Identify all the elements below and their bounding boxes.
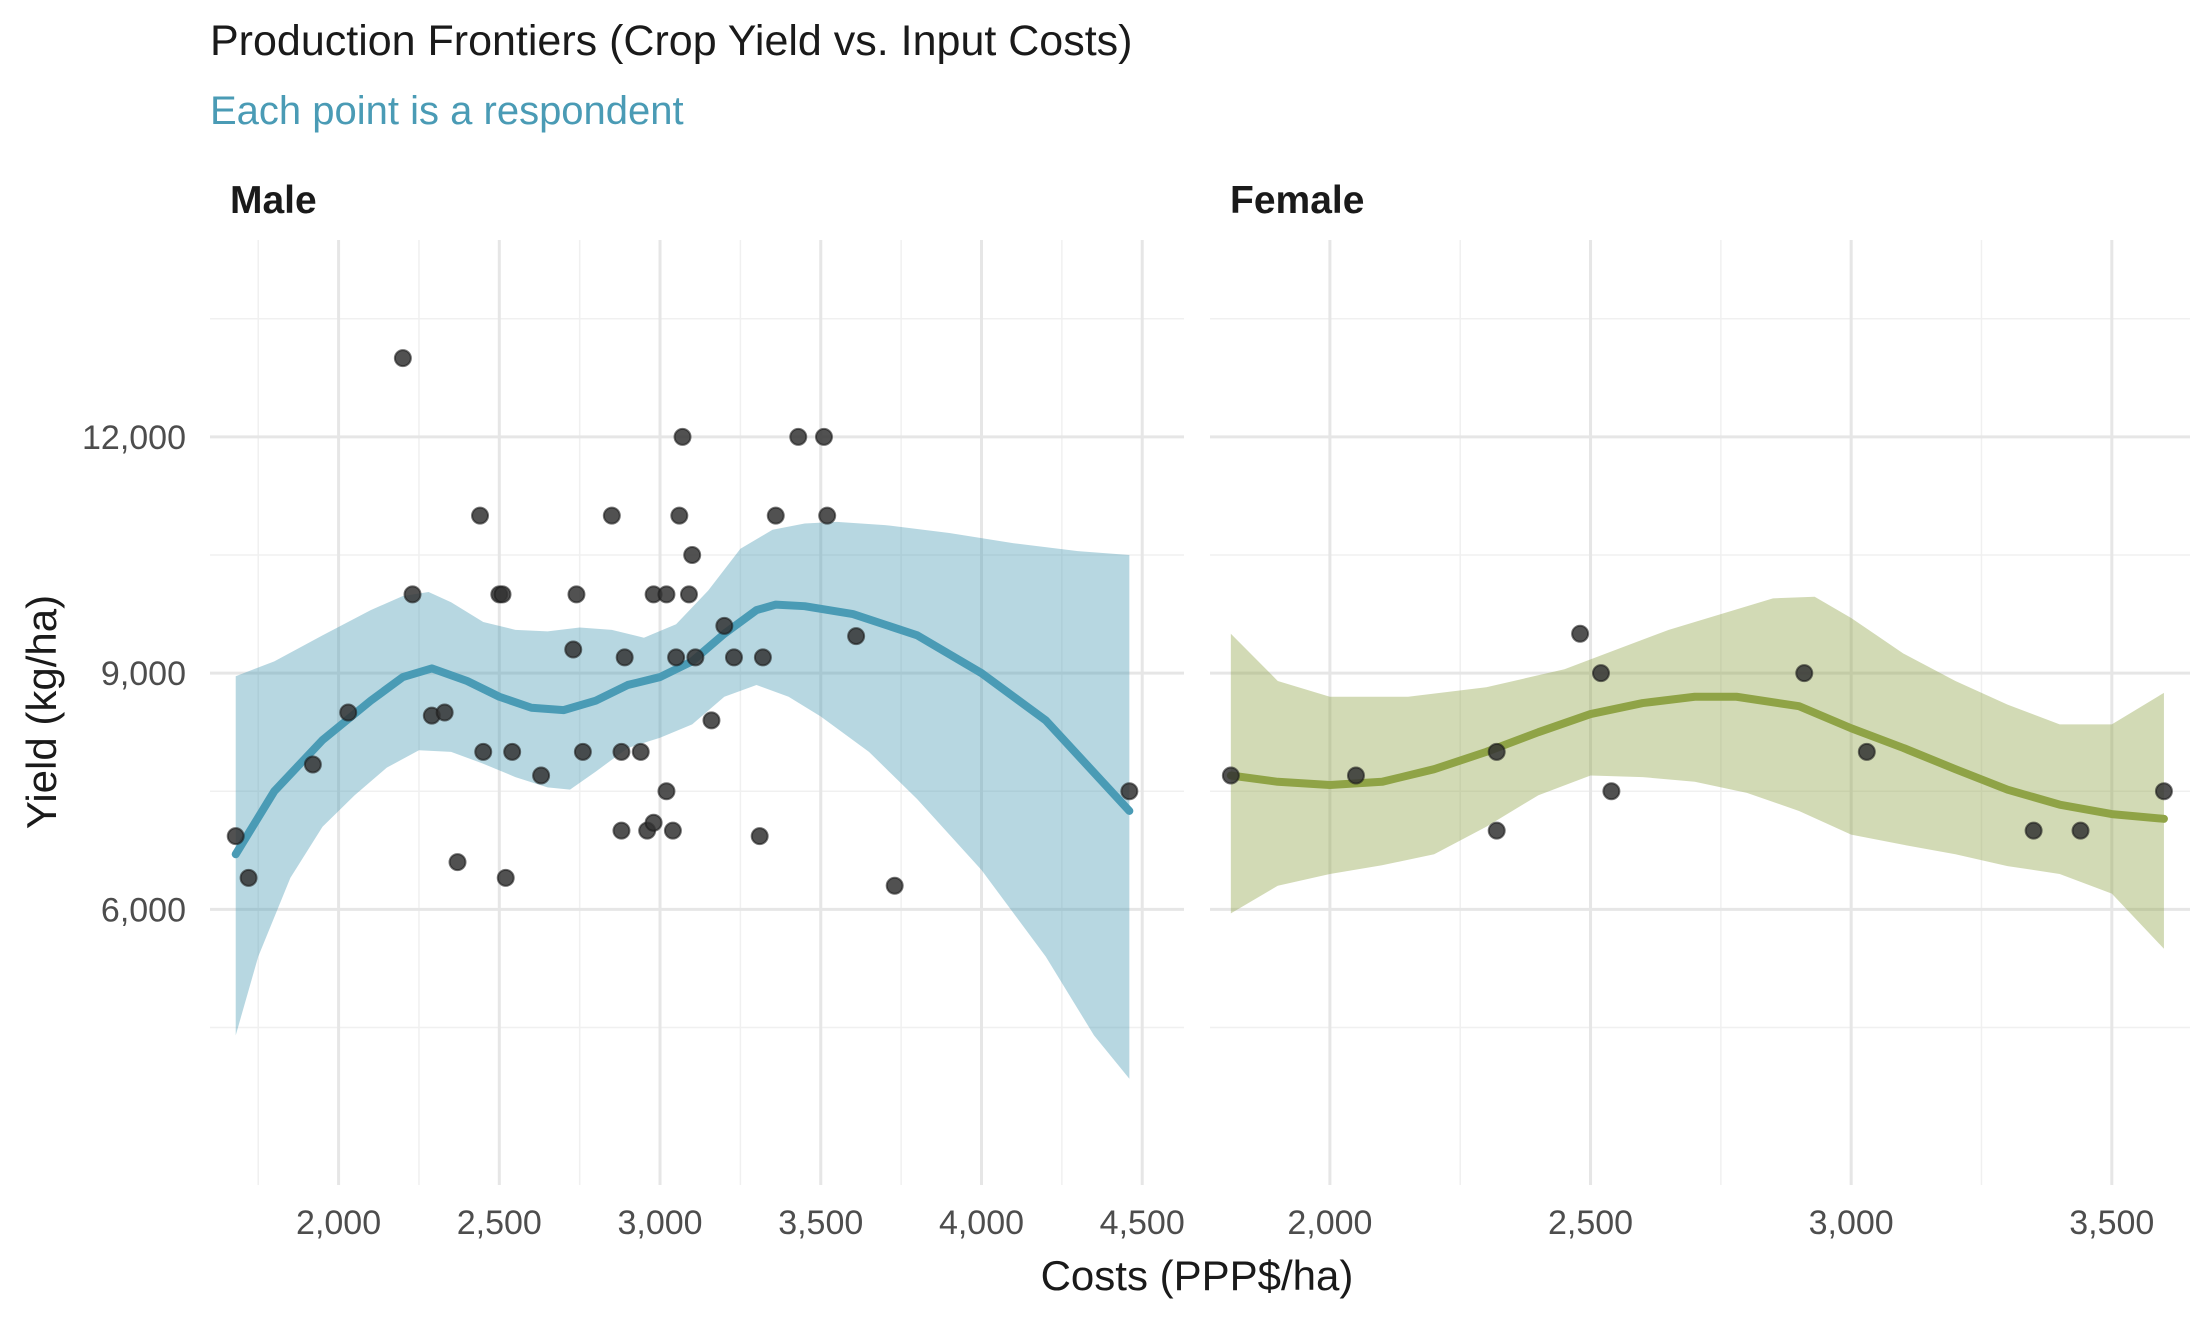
data-point bbox=[226, 827, 245, 846]
data-point bbox=[673, 427, 692, 446]
data-point bbox=[789, 427, 808, 446]
data-point bbox=[615, 648, 634, 667]
x-tick-label: 2,500 bbox=[1548, 1204, 1633, 1242]
x-tick-label: 3,000 bbox=[1809, 1204, 1894, 1242]
panel-male: Male 2,000 2,500 3,000 3,500 4,000 4,500 6,000 9… bbox=[82, 179, 1185, 1242]
data-point bbox=[702, 711, 721, 730]
x-tick-label: 3,500 bbox=[2069, 1204, 2154, 1242]
smooth-line-male bbox=[231, 600, 1134, 859]
data-point bbox=[532, 766, 551, 785]
data-point bbox=[612, 821, 631, 840]
data-point bbox=[683, 546, 702, 564]
data-point bbox=[474, 742, 493, 761]
data-point bbox=[2154, 782, 2173, 801]
data-point bbox=[1487, 742, 1506, 761]
y-tick-label: 9,000 bbox=[101, 655, 186, 693]
data-point bbox=[679, 585, 698, 604]
data-point bbox=[2024, 821, 2043, 840]
data-point bbox=[503, 742, 522, 761]
data-point bbox=[818, 506, 837, 525]
data-point bbox=[631, 742, 650, 761]
x-axis-title: Costs (PPP$/ha) bbox=[1041, 1252, 1354, 1299]
chart-subtitle: Each point is a respondent bbox=[210, 89, 684, 133]
data-point bbox=[766, 506, 785, 525]
data-point bbox=[1571, 624, 1590, 643]
confidence-band-female bbox=[1230, 596, 2164, 949]
data-point bbox=[2071, 821, 2090, 840]
data-point bbox=[753, 648, 772, 667]
data-point bbox=[667, 648, 686, 667]
data-point bbox=[1120, 782, 1139, 801]
data-point bbox=[657, 585, 676, 604]
x-tick-label: 4,500 bbox=[1100, 1204, 1185, 1242]
y-axis-title: Yield (kg/ha) bbox=[18, 595, 65, 829]
data-point bbox=[1795, 664, 1814, 683]
data-point bbox=[1346, 766, 1365, 785]
x-tick-label: 2,000 bbox=[296, 1204, 381, 1242]
x-tick-label: 2,500 bbox=[457, 1204, 542, 1242]
data-point bbox=[847, 627, 866, 646]
data-point bbox=[303, 755, 322, 774]
data-point bbox=[686, 648, 705, 667]
data-point bbox=[663, 821, 682, 840]
data-point bbox=[564, 640, 583, 659]
panel-female: Female 2,000 2,500 3,000 3,500 bbox=[1210, 179, 2190, 1242]
data-point bbox=[670, 506, 689, 525]
x-tick-label: 4,000 bbox=[939, 1204, 1024, 1242]
data-point bbox=[471, 506, 490, 525]
strip-label-male: Male bbox=[230, 179, 317, 222]
data-point bbox=[814, 427, 833, 446]
data-point bbox=[393, 349, 412, 368]
data-point bbox=[573, 742, 592, 761]
data-point bbox=[239, 868, 258, 887]
data-point bbox=[567, 585, 586, 604]
data-point bbox=[657, 782, 676, 801]
data-point bbox=[1221, 766, 1240, 785]
x-tick-label: 3,500 bbox=[778, 1204, 863, 1242]
y-tick-label: 12,000 bbox=[82, 419, 186, 457]
x-tick-label: 3,000 bbox=[617, 1204, 702, 1242]
data-point bbox=[496, 868, 515, 887]
smooth-line-female bbox=[1226, 692, 2168, 823]
data-point bbox=[1591, 664, 1610, 683]
data-point bbox=[644, 813, 663, 832]
x-tick-label: 2,000 bbox=[1287, 1204, 1372, 1242]
data-point bbox=[724, 648, 743, 667]
data-point bbox=[448, 853, 467, 872]
data-point bbox=[339, 703, 358, 722]
y-tick-label: 6,000 bbox=[101, 891, 186, 929]
data-point bbox=[715, 616, 734, 635]
data-point bbox=[1602, 782, 1621, 801]
data-point bbox=[1487, 821, 1506, 840]
confidence-band-male bbox=[235, 521, 1130, 1079]
data-point bbox=[435, 703, 454, 722]
data-point bbox=[1857, 742, 1876, 761]
strip-label-female: Female bbox=[1230, 179, 1364, 222]
data-point bbox=[750, 827, 769, 846]
chart-title: Production Frontiers (Crop Yield vs. Inp… bbox=[210, 17, 1132, 65]
data-point bbox=[403, 585, 422, 604]
data-point bbox=[612, 742, 631, 761]
data-point bbox=[885, 876, 904, 895]
data-point bbox=[493, 585, 512, 604]
data-point bbox=[602, 506, 621, 525]
